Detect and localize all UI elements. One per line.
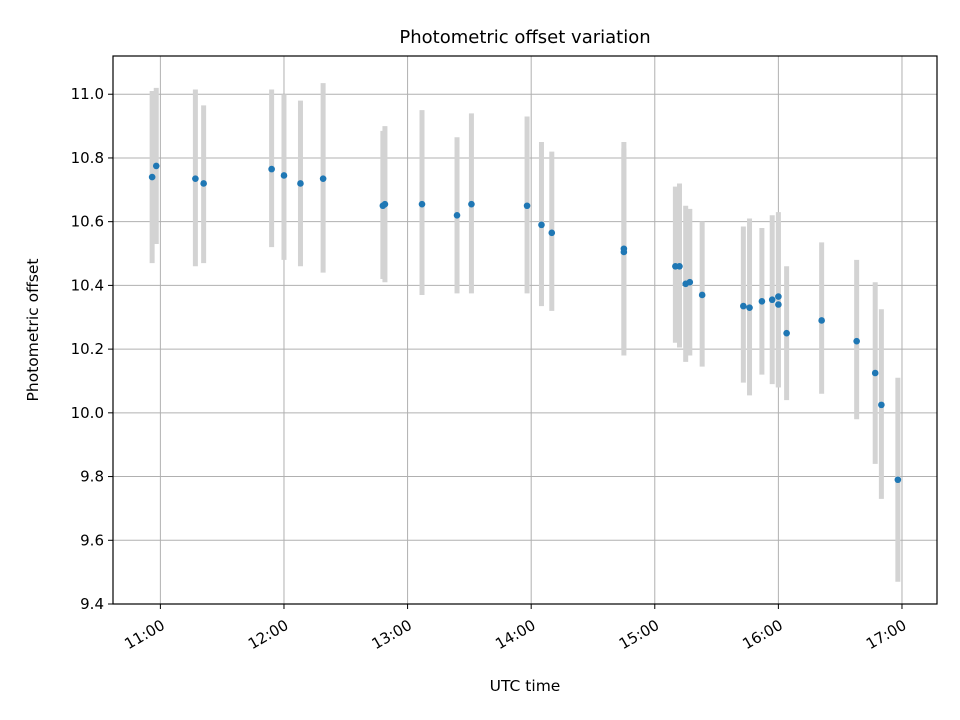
y-tick-label: 10.4 [71,276,104,294]
y-tick-label: 10.6 [71,213,104,231]
data-point [268,165,275,173]
data-point [818,317,825,324]
y-tick-label: 9.4 [80,595,104,613]
data-point [686,278,694,286]
chart-title: Photometric offset variation [399,27,650,48]
data-point [538,221,545,229]
data-point [676,262,683,270]
y-tick-label: 10.0 [71,404,104,422]
data-point [768,296,776,304]
y-axis-ticks: 9.4 9.6 9.8 10.0 10.2 10.4 10.6 10.8 11.0 [71,85,113,613]
data-point [894,476,902,484]
y-tick-label: 9.8 [80,468,104,486]
data-point [148,173,156,181]
data-point [192,175,199,182]
data-point [523,202,531,210]
data-point [418,200,426,208]
data-point [871,369,879,377]
data-point [453,212,461,219]
data-point [468,200,475,208]
data-point [740,302,747,310]
data-point [152,162,160,170]
data-point [775,301,782,308]
y-tick-label: 11.0 [71,85,104,103]
data-point [280,172,288,179]
data-points [148,162,902,484]
data-point [200,180,207,187]
data-point [297,180,304,187]
data-point [319,175,327,182]
plot-frame [112,55,938,605]
data-point [548,229,556,237]
data-point [698,291,706,299]
data-point [381,200,389,208]
y-tick-label: 9.6 [80,531,104,549]
data-point [878,401,885,409]
data-point [758,298,766,305]
data-point [746,304,753,311]
data-point [853,337,860,345]
y-tick-label: 10.2 [71,340,104,358]
data-point [775,293,782,300]
y-tick-label: 10.8 [71,149,104,167]
y-axis-title: Photometric offset [24,259,42,402]
data-point [620,245,628,253]
data-point [783,329,790,337]
x-axis-title: UTC time [490,677,561,695]
